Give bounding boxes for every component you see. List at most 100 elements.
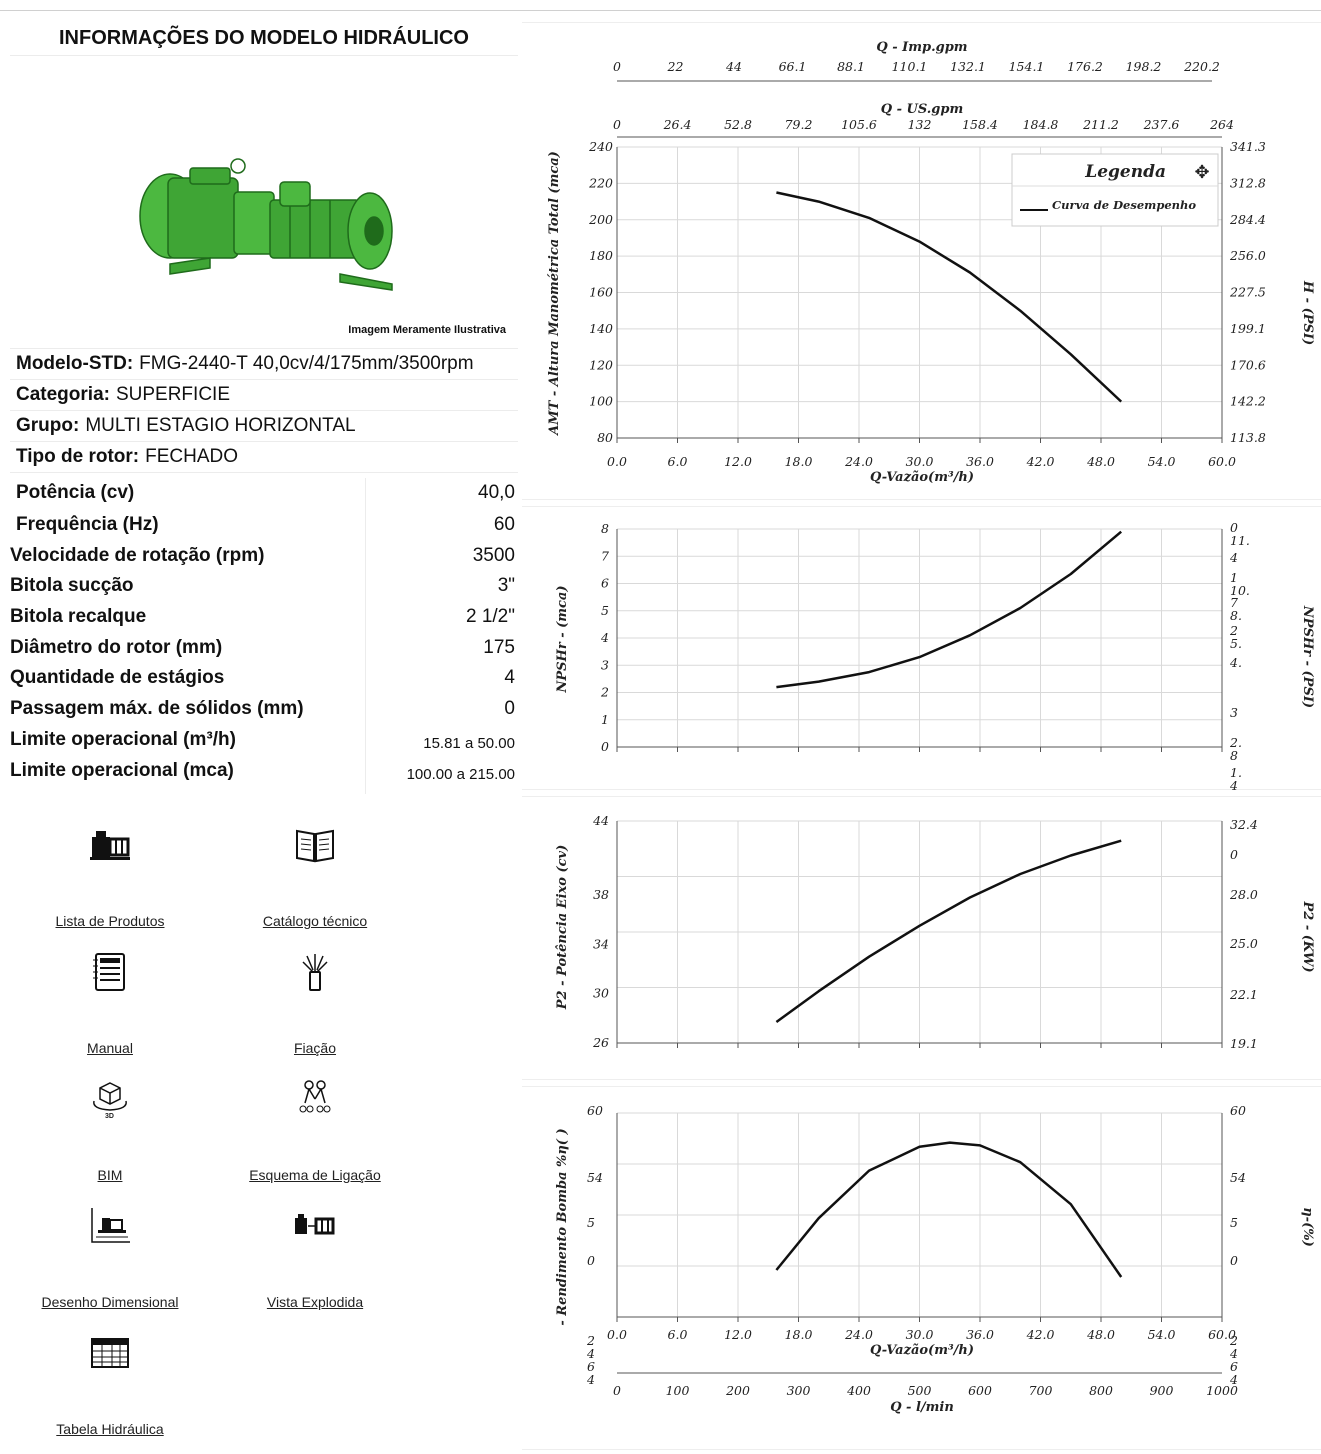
link-label[interactable]: Tabela Hidráulica [56,1421,164,1437]
spec-value: 3" [497,575,515,596]
top-axis2-tick: 52.8 [724,117,752,132]
top-axis2-tick: 26.4 [663,117,692,132]
spec-row: Limite operacional (mca) 100.00 a 215.00 [10,756,518,786]
head-chart-panel: Q - Imp.gpm 0 22 44 66.1 88.1 110.1 132.1 154.1 1… [522,22,1321,500]
y-tick-label: 4 [586,1346,595,1361]
x-tick-label: 0.0 [607,1327,627,1342]
link-fiacao[interactable]: Fiação [215,952,415,1062]
y-tick-label: 54 [587,1170,603,1185]
link-label[interactable]: Manual [87,1040,133,1056]
x2-tick-label: 500 [908,1383,932,1398]
image-caption: Imagem Meramente Ilustrativa [348,324,506,336]
x-axis-title: Q-Vazão(m³/h) [870,1343,974,1358]
y2-tick-label: 6 [1230,1359,1238,1374]
y2-tick-label: 1 [1230,570,1238,585]
top-axis1-tick: 0 [613,59,621,74]
x-tick-label: 42.0 [1026,454,1055,469]
spec-value: 100.00 a 215.00 [406,766,515,783]
link-label[interactable]: Catálogo técnico [262,913,368,929]
model-info-panel: INFORMAÇÕES DO MODELO HIDRÁULICO Imagem … [10,22,518,794]
y2-tick-label: 0 [1230,520,1238,535]
x-tick-label: 0.0 [607,454,627,469]
pump-image [139,158,393,291]
link-desenho-dimensional[interactable]: Desenho Dimensional [10,1206,210,1316]
link-label[interactable]: Vista Explodida [266,1294,364,1310]
x-tick-label: 24.0 [844,1327,873,1342]
x-tick-label: 60.0 [1208,1327,1236,1342]
wiring-icon [302,954,328,991]
link-bim[interactable]: 3D BIM [10,1079,210,1189]
y-tick-label: 44 [592,813,609,828]
x-tick-label: 42.0 [1026,1327,1055,1342]
x2-tick-label: 200 [725,1383,750,1398]
x-tick-label: 36.0 [966,454,994,469]
top-axis2-tick: 132 [908,117,932,132]
y2-tick-label: 4 [1229,778,1238,791]
y2-tick-label: 10. [1230,583,1250,598]
x2-axis-title: Q - l/min [890,1400,954,1415]
y-tick-label: 8 [601,521,609,536]
top-axis2-tick: 184.8 [1023,117,1059,132]
exploded-view-icon [295,1214,335,1235]
y-tick-label: 6 [587,1359,595,1374]
y2-tick-label: 227.5 [1229,285,1266,300]
top-axis2-tick: 105.6 [841,117,877,132]
performance-curve-line [776,191,1123,403]
spec-value: 15.81 a 50.00 [423,735,515,752]
info-title: INFORMAÇÕES DO MODELO HIDRÁULICO [10,22,518,56]
link-lista-produtos[interactable]: Lista de Produtos [10,825,210,935]
spec-label: Potência (cv) [16,482,135,503]
spec-value: 3500 [472,545,515,566]
y-tick-label: 160 [589,285,613,300]
y2-tick-label: 60 [1230,1103,1246,1118]
spec-row: Passagem máx. de sólidos (mm) 0 [10,694,518,724]
rotor-row: Tipo de rotor: FECHADO [10,442,518,473]
y2-tick-label: 256.0 [1229,248,1266,263]
head-curve-chart[interactable]: Q - Imp.gpm 0 22 44 66.1 88.1 110.1 132.1 154.1 1… [522,23,1321,501]
link-label[interactable]: Esquema de Ligação [249,1167,381,1183]
y2-tick-label: 8 [1230,748,1238,763]
modelo-label: Modelo-STD: [16,353,134,374]
link-esquema-ligacao[interactable]: Esquema de Ligação [215,1079,415,1189]
categoria-value: SUPERFICIE [115,384,230,405]
link-label[interactable]: BIM [97,1167,123,1183]
top-axis2-tick: 211.2 [1082,117,1119,132]
npsh-chart-panel: 0 1 2 3 4 5 6 7 8 1. 4 2. 8 3 4. 2 5. 7 8. 1 10. 0 11. 4 NPSHr -… [522,506,1321,791]
y2-tick-label: 2 [1229,623,1238,638]
spec-label: Bitola sucção [10,575,134,596]
link-label[interactable]: Fiação [293,1040,337,1056]
y-tick-label: 200 [588,212,613,227]
y-axis-title: P2 - Potência Eixo (cv) [555,845,570,1010]
resource-links-panel: Lista de Produtos Catálogo técnico Manua… [10,800,518,1450]
y2-tick-label: 2. [1229,735,1242,750]
link-vista-explodida[interactable]: Vista Explodida [215,1206,415,1316]
y2-tick-label: 312.8 [1230,175,1266,190]
top-axis2-tick: 158.4 [962,117,998,132]
link-manual[interactable]: Manual [10,952,210,1062]
x2-tick-label: 700 [1029,1383,1053,1398]
y-tick-label: 30 [593,986,609,1001]
y-tick-label: 6 [601,576,609,591]
link-label[interactable]: Lista de Produtos [55,913,165,929]
link-catalogo-tecnico[interactable]: Catálogo técnico [215,825,415,935]
x-tick-label: 36.0 [966,1327,994,1342]
x-tick-label: 24.0 [844,454,873,469]
categoria-label: Categoria: [16,384,110,405]
y2-tick-label: 2 [1229,1333,1238,1348]
y2-tick-label: 0 [1230,1253,1238,1268]
spec-value: 0 [504,698,515,719]
x-tick-label: 6.0 [668,1327,688,1342]
link-label[interactable]: Desenho Dimensional [41,1294,179,1310]
spec-value: 60 [493,514,515,535]
manual-icon [93,953,125,991]
top-axis2-tick: 79.2 [785,117,813,132]
y2-tick-label: 4 [1229,1372,1238,1387]
link-tabela-hidraulica[interactable]: Tabela Hidráulica [10,1333,210,1443]
top-axis1-tick: 132.1 [950,59,986,74]
y-axis-title: - Rendimento Bomba %η( ) [555,1128,570,1325]
efficiency-chart-panel: 2 4 6 4 0 5 54 60 2 4 6 4 0 5 54 60 0.0 6.0 12.0 18.0 24.0 30… [522,1086,1321,1450]
power-curve-chart[interactable]: 26 30 34 38 44 19.1 22.1 25.0 28.0 0 32.4 P2 - Potê… [522,797,1321,1081]
dimensional-drawing-icon [91,1208,130,1243]
